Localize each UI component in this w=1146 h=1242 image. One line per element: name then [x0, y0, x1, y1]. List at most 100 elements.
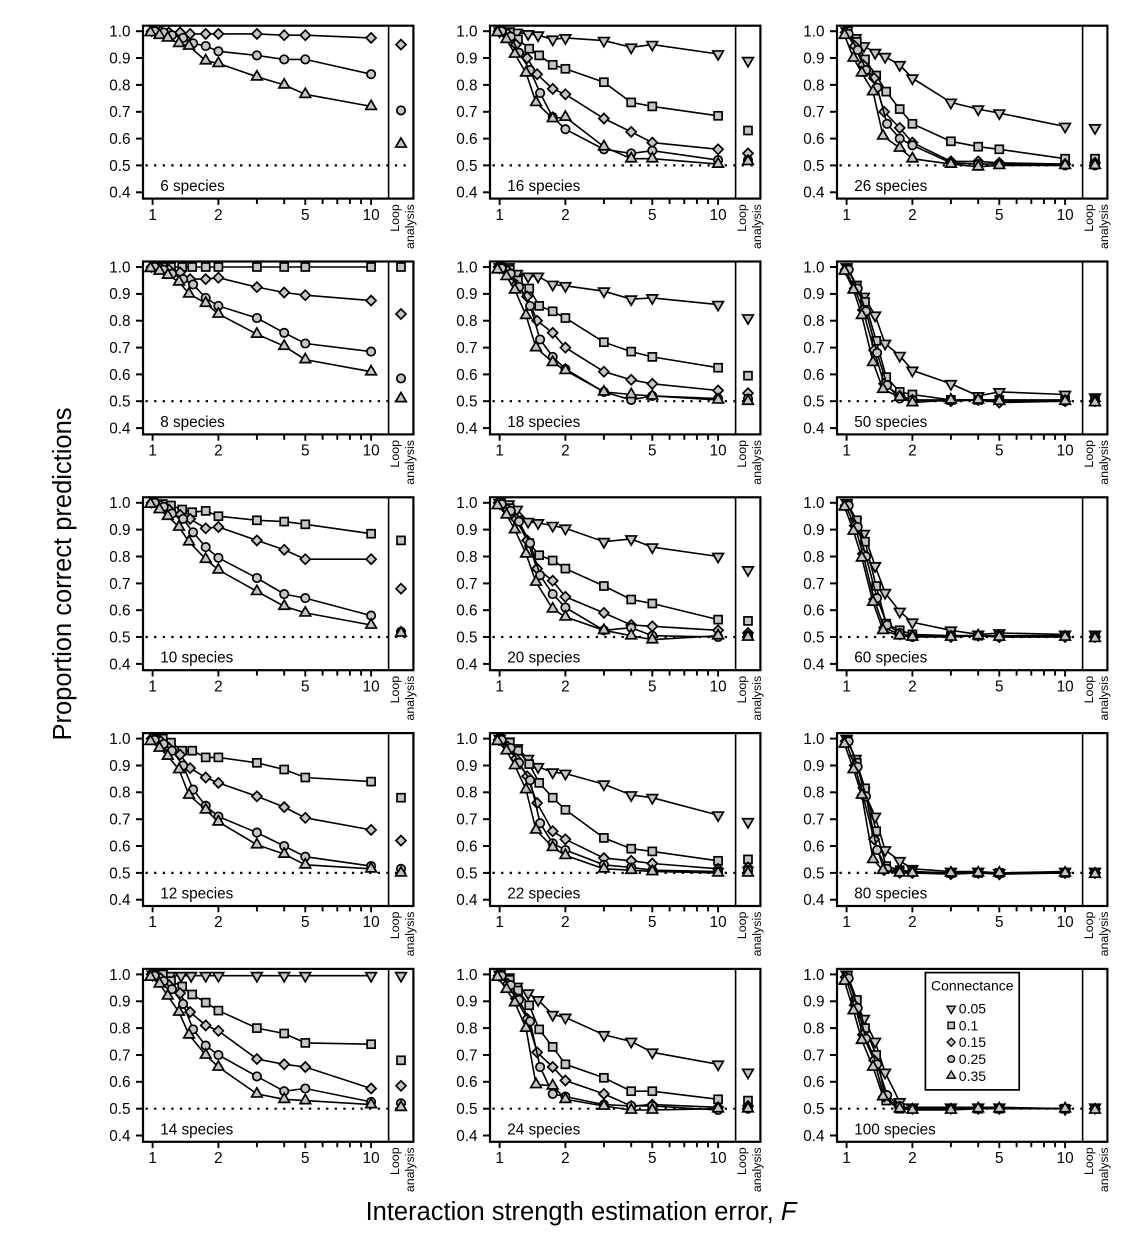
svg-text:0.6: 0.6	[803, 131, 824, 148]
svg-text:Loop: Loop	[1082, 1147, 1096, 1175]
svg-text:0.8: 0.8	[456, 1021, 477, 1038]
svg-text:5: 5	[995, 914, 1004, 931]
svg-text:1.0: 1.0	[803, 731, 824, 748]
svg-text:1: 1	[842, 914, 851, 931]
svg-text:analysis: analysis	[403, 440, 417, 485]
svg-text:0.5: 0.5	[109, 394, 130, 411]
svg-text:0.4: 0.4	[109, 1128, 131, 1145]
svg-text:1.0: 1.0	[803, 967, 824, 984]
svg-text:1.0: 1.0	[456, 24, 477, 41]
svg-text:0.4: 0.4	[109, 421, 131, 438]
svg-text:10: 10	[363, 1150, 380, 1167]
svg-text:10: 10	[710, 443, 727, 460]
svg-text:0.4: 0.4	[456, 421, 478, 438]
svg-text:analysis: analysis	[750, 440, 764, 485]
svg-text:analysis: analysis	[1097, 676, 1111, 721]
svg-text:Interaction strength estimatio: Interaction strength estimation error, F	[366, 1198, 798, 1226]
svg-text:10 species: 10 species	[160, 650, 233, 667]
svg-text:1: 1	[148, 207, 157, 224]
svg-text:2: 2	[561, 914, 570, 931]
svg-text:0.9: 0.9	[803, 758, 824, 775]
svg-text:5: 5	[995, 443, 1004, 460]
svg-text:0.6: 0.6	[456, 1074, 477, 1091]
svg-text:1: 1	[148, 1150, 157, 1167]
svg-text:0.4: 0.4	[109, 185, 131, 202]
svg-text:0.4: 0.4	[456, 1128, 478, 1145]
svg-text:Loop: Loop	[388, 204, 402, 232]
svg-text:0.5: 0.5	[456, 394, 477, 411]
svg-text:5: 5	[648, 1150, 657, 1167]
svg-text:0.8: 0.8	[803, 77, 824, 94]
svg-text:0.6: 0.6	[109, 1074, 130, 1091]
svg-text:1: 1	[148, 443, 157, 460]
svg-text:Loop: Loop	[735, 912, 749, 940]
svg-text:1: 1	[842, 1150, 851, 1167]
svg-text:analysis: analysis	[403, 1147, 417, 1192]
svg-text:analysis: analysis	[1097, 1147, 1111, 1192]
svg-text:Loop: Loop	[735, 440, 749, 468]
svg-text:10: 10	[363, 443, 380, 460]
svg-text:1: 1	[842, 443, 851, 460]
svg-text:analysis: analysis	[403, 912, 417, 957]
svg-text:2: 2	[908, 914, 917, 931]
svg-text:0.8: 0.8	[803, 785, 824, 802]
svg-text:5: 5	[301, 207, 310, 224]
svg-text:0.9: 0.9	[109, 286, 130, 303]
svg-text:0.4: 0.4	[803, 892, 825, 909]
svg-text:0.9: 0.9	[456, 522, 477, 539]
svg-text:1.0: 1.0	[109, 495, 130, 512]
svg-text:analysis: analysis	[750, 912, 764, 957]
svg-text:1.0: 1.0	[456, 495, 477, 512]
svg-text:1.0: 1.0	[456, 967, 477, 984]
svg-text:0.5: 0.5	[803, 158, 824, 175]
svg-text:2: 2	[908, 678, 917, 695]
svg-text:0.7: 0.7	[456, 104, 477, 121]
svg-text:1: 1	[495, 443, 504, 460]
svg-text:0.4: 0.4	[803, 421, 825, 438]
svg-text:0.5: 0.5	[803, 1101, 824, 1118]
svg-text:12 species: 12 species	[160, 886, 233, 903]
svg-text:0.5: 0.5	[109, 158, 130, 175]
svg-text:10: 10	[1057, 678, 1074, 695]
svg-text:0.25: 0.25	[959, 1051, 986, 1067]
svg-text:80 species: 80 species	[854, 886, 927, 903]
svg-text:1.0: 1.0	[109, 731, 130, 748]
svg-text:analysis: analysis	[403, 204, 417, 249]
svg-text:analysis: analysis	[1097, 440, 1111, 485]
svg-text:5: 5	[301, 914, 310, 931]
svg-text:10: 10	[363, 678, 380, 695]
svg-text:1.0: 1.0	[803, 259, 824, 276]
svg-text:0.8: 0.8	[456, 785, 477, 802]
svg-text:0.6: 0.6	[456, 131, 477, 148]
svg-text:0.5: 0.5	[456, 158, 477, 175]
svg-text:0.6: 0.6	[803, 367, 824, 384]
svg-text:0.8: 0.8	[803, 549, 824, 566]
svg-text:analysis: analysis	[403, 676, 417, 721]
svg-text:2: 2	[214, 443, 223, 460]
svg-text:10: 10	[1057, 443, 1074, 460]
svg-text:0.5: 0.5	[109, 1101, 130, 1118]
svg-text:1: 1	[842, 207, 851, 224]
svg-text:analysis: analysis	[1097, 204, 1111, 249]
svg-text:18 species: 18 species	[507, 414, 580, 431]
svg-text:60 species: 60 species	[854, 650, 927, 667]
svg-text:0.6: 0.6	[803, 603, 824, 620]
svg-text:0.5: 0.5	[456, 865, 477, 882]
svg-text:5: 5	[648, 443, 657, 460]
svg-text:0.7: 0.7	[109, 1047, 130, 1064]
svg-text:0.8: 0.8	[803, 1021, 824, 1038]
svg-text:0.8: 0.8	[456, 549, 477, 566]
svg-text:0.4: 0.4	[803, 656, 825, 673]
svg-text:0.4: 0.4	[803, 1128, 825, 1145]
svg-text:0.7: 0.7	[456, 576, 477, 593]
svg-text:analysis: analysis	[750, 676, 764, 721]
svg-text:0.9: 0.9	[803, 286, 824, 303]
svg-text:0.8: 0.8	[456, 77, 477, 94]
svg-text:20 species: 20 species	[507, 650, 580, 667]
svg-text:0.6: 0.6	[109, 367, 130, 384]
svg-text:0.6: 0.6	[803, 838, 824, 855]
svg-text:0.6: 0.6	[109, 838, 130, 855]
svg-text:Loop: Loop	[388, 676, 402, 704]
svg-text:5: 5	[301, 1150, 310, 1167]
svg-text:1: 1	[495, 1150, 504, 1167]
